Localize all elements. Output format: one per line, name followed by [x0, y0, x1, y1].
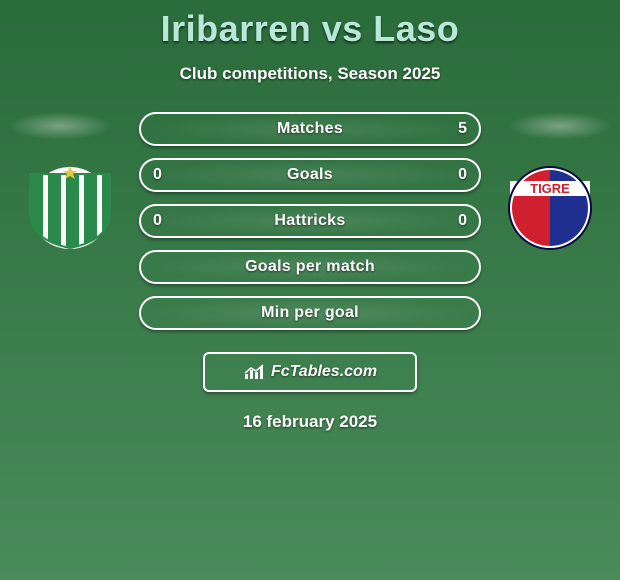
stat-row-hattricks: 0 Hattricks 0: [139, 204, 481, 238]
player-shadow-left: [8, 112, 112, 140]
stat-rows: Matches 5 0 Goals 0 0 Hattricks 0 Goals …: [139, 112, 481, 330]
stats-area: TIGRE Matches 5 0 Goals 0 0 Hattricks 0 …: [0, 112, 620, 432]
team-logo-right: TIGRE: [500, 166, 600, 250]
stat-row-goals: 0 Goals 0: [139, 158, 481, 192]
brand-text: FcTables.com: [271, 363, 377, 381]
stat-label: Goals per match: [245, 258, 375, 276]
stat-label: Hattricks: [274, 212, 345, 230]
stat-right-value: 0: [458, 166, 467, 184]
team-logo-left: [20, 166, 120, 250]
stat-label: Min per goal: [261, 304, 359, 322]
brand-box[interactable]: FcTables.com: [203, 352, 417, 392]
stat-label: Matches: [277, 120, 343, 138]
subtitle: Club competitions, Season 2025: [0, 64, 620, 84]
page-title: Iribarren vs Laso: [0, 0, 620, 50]
stat-label: Goals: [287, 166, 333, 184]
match-date: 16 february 2025: [0, 412, 620, 432]
player-shadow-right: [508, 112, 612, 140]
stat-row-min-per-goal: Min per goal: [139, 296, 481, 330]
stat-row-matches: Matches 5: [139, 112, 481, 146]
team-right-banner-text: TIGRE: [530, 181, 570, 196]
stat-left-value: 0: [153, 166, 162, 184]
stat-left-value: 0: [153, 212, 162, 230]
stat-row-goals-per-match: Goals per match: [139, 250, 481, 284]
bar-chart-icon: [243, 363, 267, 381]
stat-right-value: 5: [458, 120, 467, 138]
stat-right-value: 0: [458, 212, 467, 230]
